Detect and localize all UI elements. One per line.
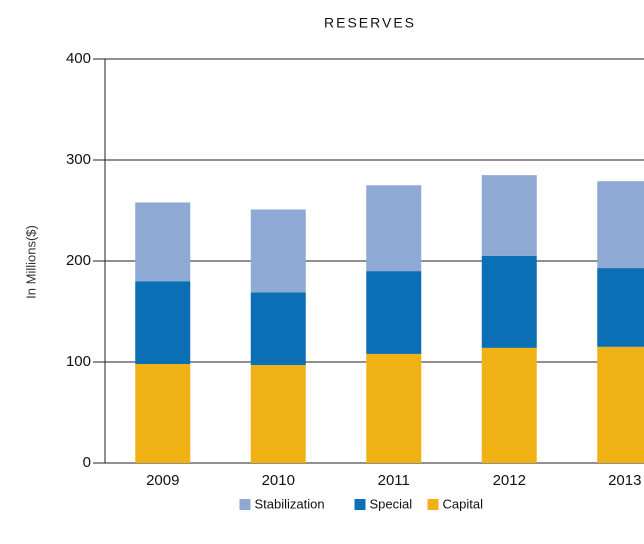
y-tick-label: 200 [66,252,91,269]
chart-title: RESERVES [324,15,416,31]
y-axis-label: In Millions($) [23,225,38,299]
bar-segment [597,346,644,463]
bar-segment [250,292,306,366]
bar-segment [250,209,306,293]
bar-segment [481,175,537,256]
x-tick-label: 2010 [262,472,295,489]
legend-swatch [427,499,439,510]
bar-segment [481,255,537,348]
x-tick-label: 2011 [378,472,410,489]
bar-segment [366,185,422,272]
legend-label: Stabilization [255,496,325,511]
bar-segment [481,347,537,463]
legend-swatch [354,499,366,510]
bar-segment [597,268,644,347]
y-tick-label: 400 [66,50,91,67]
x-tick-label: 2012 [493,472,526,489]
bar-segment [366,353,422,463]
x-tick-label: 2009 [146,472,179,489]
legend-label: Capital [443,496,484,511]
bar-segment [250,365,306,463]
legend-swatch [239,499,251,510]
bar-segment [135,364,191,463]
legend-label: Special [370,496,413,511]
bar-segment [135,202,191,282]
bar-segment [366,271,422,354]
y-tick-label: 300 [66,151,91,168]
x-tick-label: 2013 [608,472,641,489]
bar-segment [597,181,644,269]
bar-segment [135,281,191,365]
y-tick-label: 100 [66,353,91,370]
y-tick-label: 0 [83,454,91,471]
